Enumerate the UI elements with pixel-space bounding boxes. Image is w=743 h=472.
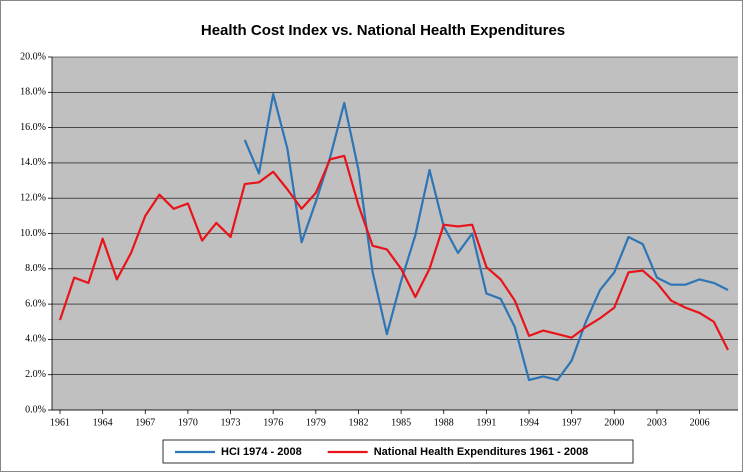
y-tick-label: 8.0% [25, 263, 46, 274]
y-tick-label: 10.0% [20, 228, 46, 239]
legend-label: National Health Expenditures 1961 - 2008 [374, 446, 589, 458]
x-tick-label: 1973 [221, 417, 241, 428]
x-tick-label: 1997 [562, 417, 582, 428]
y-tick-label: 2.0% [25, 369, 46, 380]
x-tick-label: 1991 [476, 417, 496, 428]
y-tick-label: 4.0% [25, 334, 46, 345]
x-tick-label: 1988 [434, 417, 454, 428]
x-tick-label: 1985 [391, 417, 411, 428]
y-tick-label: 14.0% [20, 157, 46, 168]
x-tick-label: 1994 [519, 417, 539, 428]
y-tick-label: 12.0% [20, 192, 46, 203]
y-tick-label: 18.0% [20, 87, 46, 98]
y-tick-label: 6.0% [25, 298, 46, 309]
x-tick-label: 1964 [93, 417, 113, 428]
legend [162, 439, 634, 464]
x-tick-label: 2000 [604, 417, 624, 428]
series-line [58, 154, 729, 351]
y-tick-label: 16.0% [20, 122, 46, 133]
x-tick-label: 1970 [178, 417, 198, 428]
x-tick-label: 1967 [135, 417, 155, 428]
x-tick-label: 1976 [263, 417, 283, 428]
x-tick-label: 1982 [348, 417, 368, 428]
x-tick-label: 2006 [690, 417, 710, 428]
legend-label: HCI 1974 - 2008 [221, 446, 302, 458]
x-tick-label: 1961 [50, 417, 70, 428]
x-tick-label: 2003 [647, 417, 667, 428]
y-tick-label: 20.0% [20, 51, 46, 62]
chart-title: Health Cost Index vs. National Health Ex… [201, 22, 565, 39]
x-tick-label: 1979 [306, 417, 326, 428]
y-tick-label: 0.0% [25, 404, 46, 415]
